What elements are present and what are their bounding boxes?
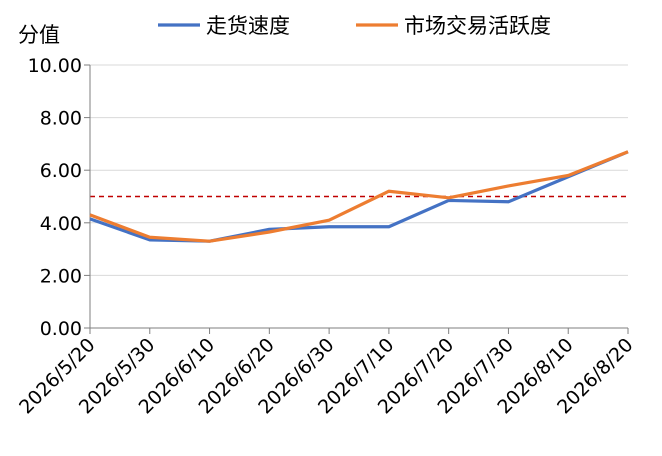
y-axis-label: 分值: [18, 23, 60, 47]
y-tick-label: 6.00: [40, 160, 82, 182]
y-tick-label: 10.00: [28, 55, 82, 77]
y-tick-label: 4.00: [40, 213, 82, 235]
legend-label: 市场交易活跃度: [404, 14, 551, 38]
series-lines: [89, 150, 629, 243]
legend: 走货速度 市场交易活跃度: [158, 14, 551, 38]
gridlines: [90, 64, 628, 276]
series-line-1: [89, 150, 629, 243]
series-line-2: [89, 150, 629, 243]
legend-label: 走货速度: [206, 14, 290, 38]
y-tick-labels: 0.00 2.00 4.00 6.00 8.00 10.00: [28, 55, 82, 340]
y-tick-label: 2.00: [40, 265, 82, 287]
axes: [84, 64, 629, 334]
y-tick-label: 0.00: [40, 318, 82, 340]
y-tick-label: 8.00: [40, 108, 82, 130]
x-tick-labels: 2026/5/202026/5/302026/6/102026/6/202026…: [15, 334, 637, 418]
